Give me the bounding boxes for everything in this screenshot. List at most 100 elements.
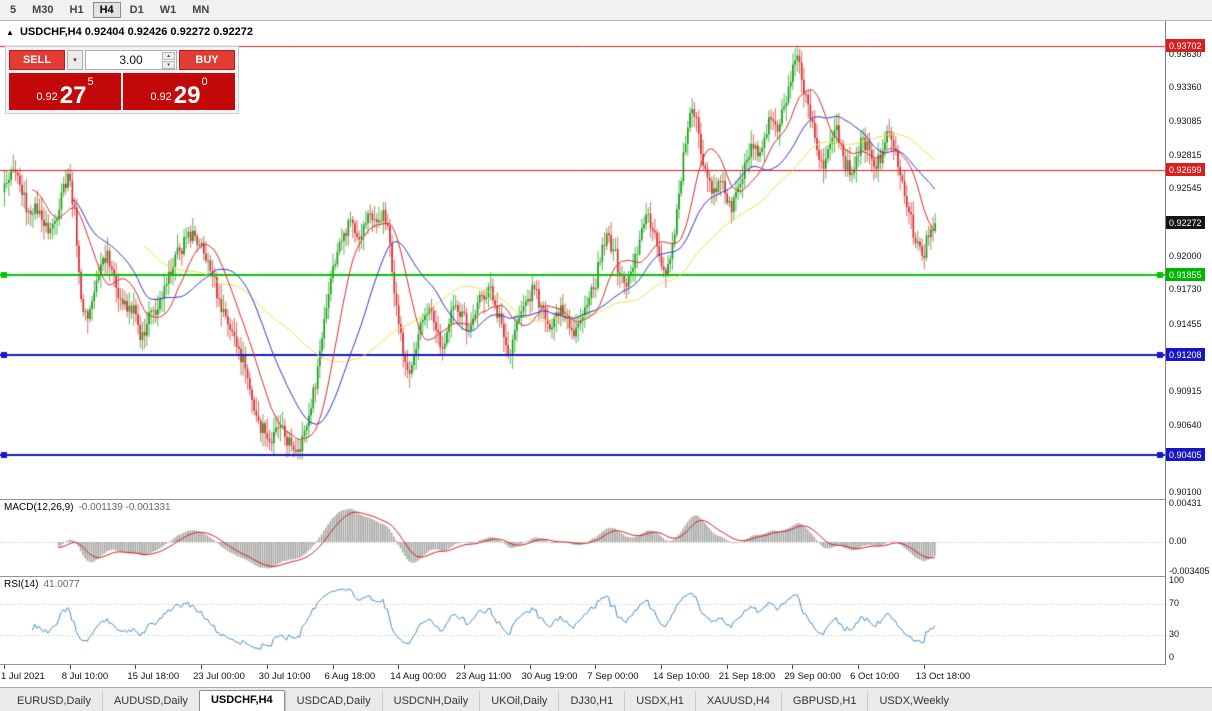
- one-click-trading-panel: SELL ▾ 3.00 ▴ ▾ BUY 0.92 2: [6, 47, 238, 113]
- timeframe-button-h1[interactable]: H1: [63, 2, 91, 18]
- symbol-tab-usdcad-daily[interactable]: USDCAD,Daily: [284, 691, 382, 711]
- price-axis[interactable]: 0.93630 0.93360 0.93085 0.92815 0.92545 0.920…: [1165, 21, 1212, 665]
- rsi-indicator-label: RSI(14) 41.0077: [4, 579, 80, 590]
- price-tick-label: 0.90915: [1169, 385, 1202, 396]
- time-tick: [135, 665, 136, 669]
- price-tick-label: 0.93085: [1169, 116, 1202, 127]
- buy-price-sup: 0: [201, 76, 208, 88]
- symbol-tab-eurusd-daily[interactable]: EURUSD,Daily: [17, 695, 91, 707]
- timeframe-button-h4[interactable]: H4: [92, 2, 121, 18]
- symbol-tab-xauusd-h4[interactable]: XAUUSD,H4: [694, 691, 781, 711]
- sell-price-prefix: 0.92: [36, 91, 58, 103]
- symbol-tab-audusd-daily[interactable]: AUDUSD,Daily: [101, 691, 199, 711]
- price-tick-label: 0.93360: [1169, 82, 1202, 93]
- chart-icon: ▲: [6, 28, 14, 37]
- lot-size-field[interactable]: 3.00 ▴ ▾: [85, 50, 177, 70]
- time-label: 14 Aug 00:00: [390, 671, 447, 682]
- time-tick: [267, 665, 268, 669]
- time-tick: [4, 665, 5, 669]
- price-tick-label: 0.90100: [1169, 486, 1202, 497]
- time-label: 23 Jul 00:00: [193, 671, 245, 682]
- rsi-axis-label: 100: [1169, 575, 1185, 585]
- symbol-tab-bar: EURUSD,Daily AUDUSD,Daily USDCHF,H4 USDCAD,…: [0, 687, 1212, 711]
- rsi-axis-label: 70: [1169, 598, 1180, 609]
- rsi-axis-label: 30: [1169, 628, 1180, 639]
- timeframe-button-w1[interactable]: W1: [153, 2, 184, 18]
- price-line-label: 0.92699: [1166, 163, 1205, 177]
- sell-price-big: 27: [59, 82, 87, 109]
- price-line-label: 0.91855: [1166, 267, 1205, 281]
- symbol-tab-usdcnh-daily[interactable]: USDCNH,Daily: [381, 691, 480, 711]
- macd-axis-label: 0.00431: [1169, 498, 1202, 508]
- time-label: 29 Sep 00:00: [784, 671, 841, 682]
- time-tick: [70, 665, 71, 669]
- time-label: 30 Jul 10:00: [258, 671, 311, 682]
- time-label: 23 Aug 11:00: [455, 671, 512, 682]
- time-tick: [595, 665, 596, 669]
- chart-ohlc-values: 0.92404 0.92426 0.92272 0.92272: [84, 26, 253, 38]
- price-tick-label: 0.91730: [1169, 284, 1202, 295]
- timeframe-button-d1[interactable]: D1: [123, 2, 151, 18]
- symbol-tab-usdchf-h4[interactable]: USDCHF,H4: [198, 690, 285, 711]
- time-label: 1 Jul 2021: [1, 671, 45, 682]
- sell-button[interactable]: SELL: [9, 50, 65, 70]
- time-tick: [530, 665, 531, 669]
- trade-options-button[interactable]: ▾: [67, 50, 83, 70]
- time-label: 7 Sep 00:00: [587, 671, 639, 682]
- price-tick-label: 0.92000: [1169, 250, 1202, 261]
- macd-indicator-canvas[interactable]: [0, 500, 1165, 576]
- symbol-tab-dj30-h1[interactable]: DJ30,H1: [558, 691, 624, 711]
- lot-increase-button[interactable]: ▴: [162, 52, 175, 60]
- time-tick: [661, 665, 662, 669]
- time-label: 13 Oct 18:00: [915, 671, 971, 682]
- time-tick: [201, 665, 202, 669]
- timeframe-button-5[interactable]: 5: [3, 2, 23, 18]
- time-tick: [398, 665, 399, 669]
- rsi-axis-label: 0: [1169, 652, 1175, 662]
- main-chart-pane: ▲ USDCHF,H4 0.92404 0.92426 0.92272 0.92…: [0, 21, 1165, 500]
- buy-price-big: 29: [173, 82, 201, 109]
- sell-price-display[interactable]: 0.92 27 5: [9, 73, 121, 110]
- time-label: 6 Aug 18:00: [324, 671, 376, 682]
- spinner-down-icon: ▾: [167, 61, 170, 68]
- symbol-tab-usdx-weekly[interactable]: USDX,Weekly: [867, 691, 959, 711]
- rsi-indicator-canvas[interactable]: [0, 577, 1165, 664]
- rsi-value: 41.0077: [43, 579, 80, 590]
- time-label: 8 Jul 10:00: [61, 671, 109, 682]
- price-line-label: 0.93702: [1166, 38, 1205, 52]
- time-tick: [464, 665, 465, 669]
- price-tick-label: 0.90640: [1169, 419, 1202, 430]
- price-line-label: 0.91208: [1166, 348, 1205, 362]
- time-axis[interactable]: 1 Jul 2021 8 Jul 10:00 15 Jul 18:00 23 Jul …: [0, 665, 1165, 687]
- timeframe-button-mn[interactable]: MN: [185, 2, 216, 18]
- symbol-tab-usdx-h1[interactable]: USDX,H1: [624, 691, 695, 711]
- price-tick-label: 0.91455: [1169, 318, 1202, 329]
- timeframe-button-m30[interactable]: M30: [25, 2, 60, 18]
- macd-axis-label: -0.003405: [1169, 566, 1210, 576]
- spinner-up-icon: ▴: [167, 52, 170, 59]
- chevron-down-icon: ▾: [73, 57, 77, 64]
- macd-values: -0.001139 -0.001331: [78, 502, 171, 513]
- chart-workspace: ▲ USDCHF,H4 0.92404 0.92426 0.92272 0.92…: [0, 21, 1212, 687]
- symbol-tab-ukoil-daily[interactable]: UKOil,Daily: [479, 691, 558, 711]
- time-tick: [792, 665, 793, 669]
- time-label: 14 Sep 10:00: [653, 671, 710, 682]
- price-line-label: 0.90405: [1166, 447, 1205, 461]
- sell-price-sup: 5: [87, 76, 94, 88]
- time-label: 21 Sep 18:00: [718, 671, 776, 682]
- price-tick-label: 0.92815: [1169, 149, 1202, 160]
- chart-ohlc-header: ▲ USDCHF,H4 0.92404 0.92426 0.92272 0.92…: [6, 26, 253, 38]
- macd-axis-label: 0.00: [1169, 535, 1187, 546]
- lot-decrease-button[interactable]: ▾: [162, 61, 175, 69]
- price-tick-label: 0.93630: [1169, 48, 1202, 59]
- buy-button[interactable]: BUY: [179, 50, 235, 70]
- time-tick: [924, 665, 925, 669]
- timeframe-toolbar: 5 M30 H1 H4 D1 W1 MN: [0, 0, 1212, 21]
- symbol-tab-gbpusd-h1[interactable]: GBPUSD,H1: [780, 691, 868, 711]
- macd-pane: MACD(12,26,9) -0.001139 -0.001331: [0, 500, 1165, 577]
- buy-price-display[interactable]: 0.92 29 0: [123, 73, 235, 110]
- time-tick: [858, 665, 859, 669]
- price-tick-label: 0.92545: [1169, 183, 1202, 194]
- lot-size-value[interactable]: 3.00: [119, 53, 143, 67]
- time-label: 30 Aug 19:00: [521, 671, 578, 682]
